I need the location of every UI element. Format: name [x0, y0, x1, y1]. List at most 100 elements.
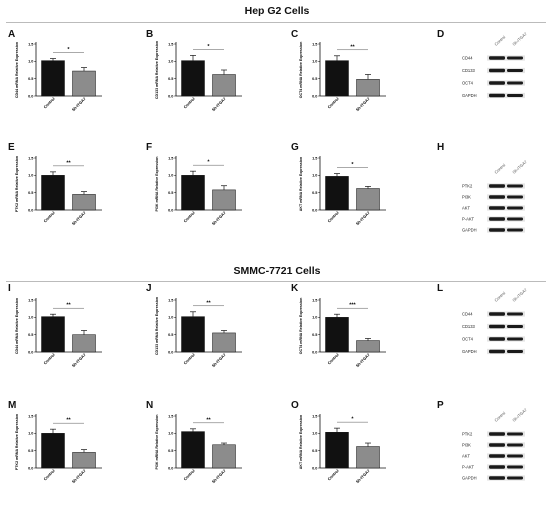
- bar-treated: [356, 188, 380, 211]
- blot-strip: [487, 205, 525, 211]
- bar-treated: [72, 452, 96, 469]
- blot-band-control: [489, 93, 505, 98]
- x-category-label: Sh-ITGA7: [355, 468, 371, 484]
- blot-band-treated: [507, 432, 523, 436]
- y-tick-label: 1.5: [168, 42, 173, 46]
- significance-marker: **: [350, 44, 355, 50]
- y-tick-label: 1.5: [28, 298, 33, 302]
- bar-chart-f: PI3K mRNA Relative Expression 0.0 0.5 1.0 1.…: [155, 156, 242, 226]
- blot-band-control: [489, 465, 505, 469]
- y-axis-label: AKT mRNA Relative Expression: [299, 415, 303, 469]
- x-category-label: Control: [326, 210, 339, 223]
- y-tick-label: 1.0: [28, 432, 33, 436]
- blot-strip: [487, 442, 525, 448]
- x-category-label: Control: [42, 352, 55, 365]
- y-tick-label: 0.0: [312, 94, 317, 98]
- blot-band-control: [489, 432, 505, 436]
- y-tick-label: 0.0: [28, 94, 33, 98]
- x-category-label: Sh-ITGA7: [355, 96, 371, 112]
- blot-band-control: [489, 454, 505, 458]
- bar-treated: [212, 332, 236, 353]
- blot-band-treated: [507, 337, 523, 341]
- blot-lane-label: Sh-ITGA7: [511, 408, 528, 423]
- y-tick-label: 1.0: [168, 60, 173, 64]
- x-category-label: Sh-ITGA7: [71, 210, 87, 226]
- x-category-label: Sh-ITGA7: [355, 210, 371, 226]
- bar-control: [41, 175, 65, 211]
- blot-strip: [487, 453, 525, 459]
- y-tick-label: 1.0: [168, 174, 173, 178]
- y-axis-label: PTK2 mRNA Relative Expression: [15, 156, 19, 212]
- blot-strip: [487, 464, 525, 470]
- y-tick-label: 1.5: [28, 414, 33, 418]
- bar-chart-i: CD44 mRNA Relative Expression 0.0 0.5 1.0 1.…: [15, 298, 102, 368]
- y-axis-label: CD133 mRNA Relative Expression: [155, 41, 159, 99]
- blot-strip: [487, 67, 525, 74]
- bar-control: [181, 175, 205, 211]
- x-category-label: Sh-ITGA7: [71, 352, 87, 368]
- bar-control: [41, 433, 65, 469]
- bar-control: [325, 432, 349, 469]
- blot-band-control: [489, 349, 505, 354]
- blot-lane-label: Control: [493, 162, 506, 174]
- y-tick-label: 0.5: [312, 333, 317, 337]
- y-axis-label: PI3K mRNA Relative Expression: [155, 415, 159, 470]
- significance-marker: *: [207, 160, 210, 166]
- blot-band-control: [489, 217, 505, 221]
- y-axis-label: OCT4 mRNA Relative Expression: [299, 42, 303, 99]
- y-axis-label: PTK2 mRNA Relative Expression: [15, 414, 19, 470]
- bar-treated: [72, 194, 96, 211]
- x-category-label: Control: [42, 468, 55, 481]
- bar-treated: [72, 70, 96, 97]
- bar-chart-a: CD44 mRNA Relative Expression 0.0 0.5 1.0 1.…: [15, 42, 102, 112]
- y-tick-label: 0.0: [312, 350, 317, 354]
- significance-marker: **: [206, 300, 211, 306]
- y-tick-label: 0.5: [312, 77, 317, 81]
- panel-letter-k: K: [291, 283, 299, 294]
- y-tick-label: 0.5: [168, 191, 173, 195]
- blot-band-control: [489, 195, 505, 199]
- blot-lane-label: Control: [493, 290, 506, 302]
- blot-row-label: P-AKT: [462, 217, 475, 222]
- blot-strip: [487, 55, 525, 61]
- bar-chart-b: CD133 mRNA Relative Expression 0.0 0.5 1.0 1…: [155, 41, 242, 112]
- y-tick-label: 0.5: [28, 333, 33, 337]
- western-blot-p: Control Sh-ITGA7 PTK2 PI3K AKT P-AKT GAPDH: [462, 408, 528, 481]
- blot-band-treated: [507, 94, 523, 97]
- bar-chart-o: AKT mRNA Relative Expression 0.0 0.5 1.0 1.5…: [299, 414, 386, 484]
- section-divider-hepg2: [6, 22, 546, 23]
- bar-chart-m: PTK2 mRNA Relative Expression 0.0 0.5 1.0 1.…: [15, 414, 102, 484]
- blot-row-label: OCT4: [462, 337, 474, 342]
- blot-strip: [487, 227, 525, 233]
- x-category-label: Sh-ITGA7: [211, 210, 227, 226]
- blot-row-label: CD133: [462, 324, 475, 329]
- section-title-smmc7721: SMMC-7721 Cells: [233, 265, 321, 277]
- significance-marker: *: [67, 47, 70, 53]
- x-category-label: Sh-ITGA7: [71, 96, 87, 112]
- blot-lane-label: Control: [493, 34, 506, 46]
- y-tick-label: 0.0: [28, 208, 33, 212]
- x-category-label: Control: [326, 352, 339, 365]
- y-tick-label: 1.0: [28, 316, 33, 320]
- blot-strip: [487, 431, 525, 437]
- blot-row-label: PTK2: [462, 184, 473, 189]
- blot-band-control: [489, 324, 505, 329]
- panel-letter-m: M: [8, 400, 17, 411]
- blot-band-control: [489, 68, 505, 73]
- y-tick-label: 0.5: [168, 449, 173, 453]
- blot-band-control: [489, 228, 505, 232]
- y-tick-label: 1.0: [312, 60, 317, 64]
- blot-lane-label: Sh-ITGA7: [511, 288, 528, 303]
- blot-row-label: OCT4: [462, 81, 474, 86]
- blot-band-treated: [507, 465, 523, 469]
- bar-chart-n: PI3K mRNA Relative Expression 0.0 0.5 1.0 1.…: [155, 414, 242, 484]
- section-title-hepg2: Hep G2 Cells: [244, 5, 310, 17]
- bar-control: [325, 317, 349, 353]
- significance-marker: *: [351, 417, 354, 423]
- blot-band-treated: [507, 56, 523, 60]
- blot-row-label: GAPDH: [462, 476, 477, 481]
- bar-treated: [72, 334, 96, 353]
- blot-band-treated: [507, 325, 523, 328]
- blot-band-treated: [507, 206, 523, 210]
- bar-treated: [356, 446, 380, 469]
